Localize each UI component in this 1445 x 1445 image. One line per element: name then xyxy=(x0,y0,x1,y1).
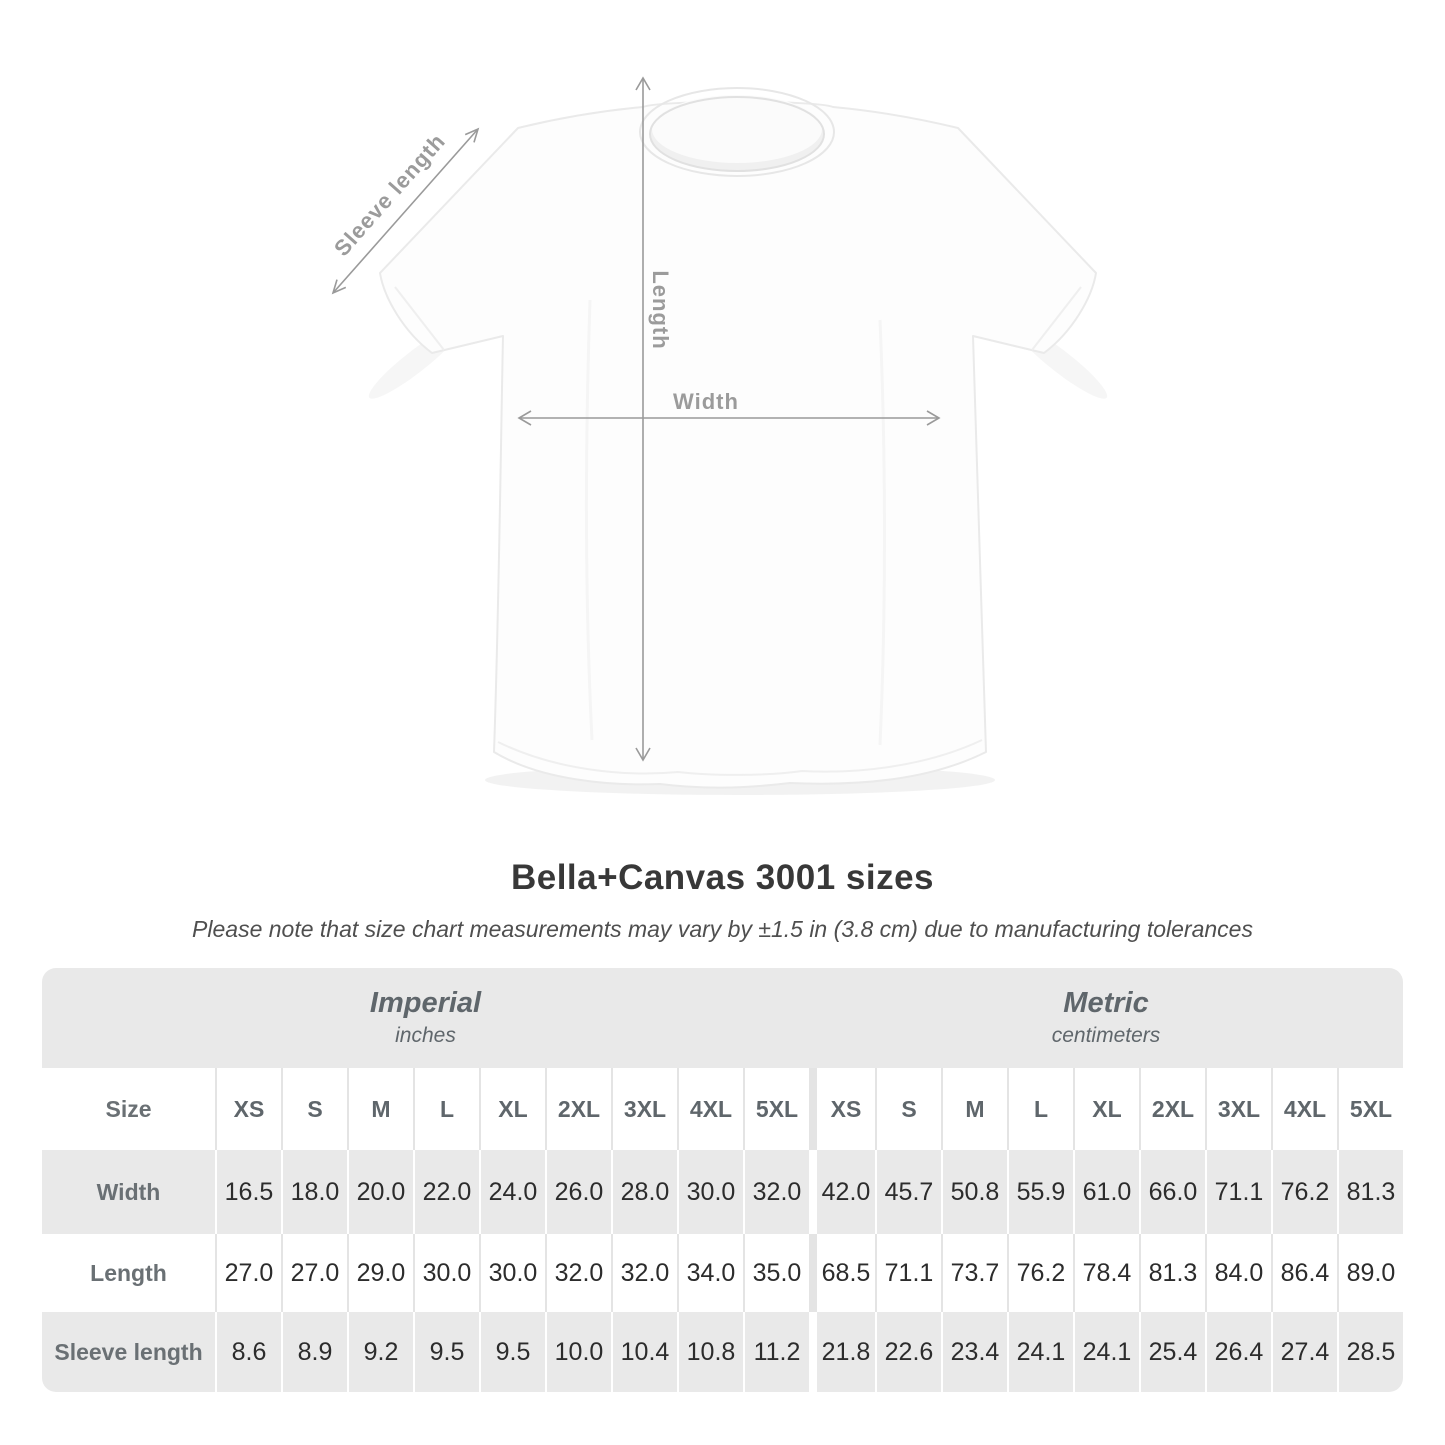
value-cell: 26.0 xyxy=(545,1150,611,1234)
size-col-header: L xyxy=(1007,1068,1073,1150)
width-arrow xyxy=(517,410,941,426)
size-col-header: 2XL xyxy=(1139,1068,1205,1150)
size-col-header: XS xyxy=(809,1068,875,1150)
size-col-header: XL xyxy=(479,1068,545,1150)
imperial-group-unit: inches xyxy=(395,1024,456,1048)
tolerance-note: Please note that size chart measurements… xyxy=(192,916,1253,942)
value-cell: 11.2 xyxy=(743,1312,809,1392)
size-col-header: S xyxy=(281,1068,347,1150)
value-cell: 27.0 xyxy=(281,1234,347,1312)
value-cell: 28.5 xyxy=(1337,1312,1403,1392)
value-cell: 10.0 xyxy=(545,1312,611,1392)
tshirt-diagram: Sleeve length Length Width xyxy=(329,76,1097,795)
table-row-width: Width 16.5 18.0 20.0 22.0 24.0 26.0 28.0… xyxy=(42,1150,1403,1234)
row-label: Sleeve length xyxy=(42,1312,215,1392)
size-col-header: 3XL xyxy=(1205,1068,1271,1150)
value-cell: 16.5 xyxy=(215,1150,281,1234)
size-header-row: Size XS S M L XL 2XL 3XL 4XL 5XL XS S M … xyxy=(42,1068,1403,1150)
size-col-header: XL xyxy=(1073,1068,1139,1150)
size-header: Size xyxy=(42,1068,215,1150)
value-cell: 26.4 xyxy=(1205,1312,1271,1392)
value-cell: 32.0 xyxy=(545,1234,611,1312)
value-cell: 22.6 xyxy=(875,1312,941,1392)
imperial-group-label: Imperial xyxy=(369,987,482,1020)
value-cell: 50.8 xyxy=(941,1150,1007,1234)
size-col-header: M xyxy=(941,1068,1007,1150)
size-col-header: 3XL xyxy=(611,1068,677,1150)
value-cell: 23.4 xyxy=(941,1312,1007,1392)
value-cell: 76.2 xyxy=(1271,1150,1337,1234)
value-cell: 42.0 xyxy=(809,1150,875,1234)
length-arrow xyxy=(635,76,651,762)
size-col-header: 2XL xyxy=(545,1068,611,1150)
value-cell: 73.7 xyxy=(941,1234,1007,1312)
value-cell: 30.0 xyxy=(677,1150,743,1234)
metric-group-unit: centimeters xyxy=(1051,1024,1161,1048)
value-cell: 20.0 xyxy=(347,1150,413,1234)
value-cell: 68.5 xyxy=(809,1234,875,1312)
value-cell: 10.8 xyxy=(677,1312,743,1392)
value-cell: 30.0 xyxy=(413,1234,479,1312)
value-cell: 24.1 xyxy=(1073,1312,1139,1392)
value-cell: 34.0 xyxy=(677,1234,743,1312)
page-title: Bella+Canvas 3001 sizes xyxy=(510,858,935,897)
value-cell: 18.0 xyxy=(281,1150,347,1234)
value-cell: 81.3 xyxy=(1139,1234,1205,1312)
value-cell: 71.1 xyxy=(875,1234,941,1312)
table-row-length: Length 27.0 27.0 29.0 30.0 30.0 32.0 32.… xyxy=(42,1234,1403,1312)
value-cell: 21.8 xyxy=(809,1312,875,1392)
value-cell: 35.0 xyxy=(743,1234,809,1312)
value-cell: 55.9 xyxy=(1007,1150,1073,1234)
size-col-header: M xyxy=(347,1068,413,1150)
imperial-group-header: Imperial inches xyxy=(42,968,809,1068)
value-cell: 25.4 xyxy=(1139,1312,1205,1392)
length-label: Length xyxy=(648,270,673,349)
row-label: Length xyxy=(42,1234,215,1312)
size-col-header: S xyxy=(875,1068,941,1150)
value-cell: 81.3 xyxy=(1337,1150,1403,1234)
metric-group-header: Metric centimeters xyxy=(809,968,1403,1068)
unit-group-row: Imperial inches Metric centimeters xyxy=(42,968,1403,1068)
value-cell: 45.7 xyxy=(875,1150,941,1234)
value-cell: 27.0 xyxy=(215,1234,281,1312)
value-cell: 76.2 xyxy=(1007,1234,1073,1312)
size-col-header: 5XL xyxy=(743,1068,809,1150)
value-cell: 9.5 xyxy=(479,1312,545,1392)
size-col-header: XS xyxy=(215,1068,281,1150)
value-cell: 30.0 xyxy=(479,1234,545,1312)
value-cell: 8.9 xyxy=(281,1312,347,1392)
size-chart-table: Imperial inches Metric centimeters Size … xyxy=(42,968,1403,1392)
metric-group-label: Metric xyxy=(1063,987,1149,1020)
table-row-sleeve-length: Sleeve length 8.6 8.9 9.2 9.5 9.5 10.0 1… xyxy=(42,1312,1403,1392)
value-cell: 61.0 xyxy=(1073,1150,1139,1234)
value-cell: 78.4 xyxy=(1073,1234,1139,1312)
size-col-header: 5XL xyxy=(1337,1068,1403,1150)
value-cell: 9.5 xyxy=(413,1312,479,1392)
value-cell: 84.0 xyxy=(1205,1234,1271,1312)
row-label: Width xyxy=(42,1150,215,1234)
value-cell: 22.0 xyxy=(413,1150,479,1234)
value-cell: 27.4 xyxy=(1271,1312,1337,1392)
value-cell: 10.4 xyxy=(611,1312,677,1392)
value-cell: 24.0 xyxy=(479,1150,545,1234)
size-col-header: 4XL xyxy=(1271,1068,1337,1150)
value-cell: 29.0 xyxy=(347,1234,413,1312)
value-cell: 66.0 xyxy=(1139,1150,1205,1234)
value-cell: 32.0 xyxy=(743,1150,809,1234)
value-cell: 8.6 xyxy=(215,1312,281,1392)
value-cell: 28.0 xyxy=(611,1150,677,1234)
value-cell: 71.1 xyxy=(1205,1150,1271,1234)
tshirt-graphic xyxy=(379,87,1097,789)
value-cell: 86.4 xyxy=(1271,1234,1337,1312)
sleeve-length-arrow xyxy=(331,127,480,295)
value-cell: 9.2 xyxy=(347,1312,413,1392)
value-cell: 24.1 xyxy=(1007,1312,1073,1392)
size-col-header: L xyxy=(413,1068,479,1150)
size-col-header: 4XL xyxy=(677,1068,743,1150)
value-cell: 32.0 xyxy=(611,1234,677,1312)
value-cell: 89.0 xyxy=(1337,1234,1403,1312)
width-label: Width xyxy=(673,389,739,414)
